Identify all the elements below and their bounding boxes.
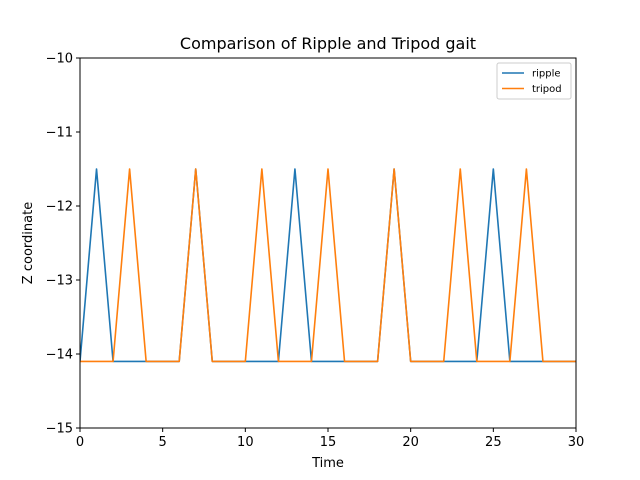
chart-title: Comparison of Ripple and Tripod gait <box>180 34 476 53</box>
legend-box <box>496 62 572 100</box>
y-tick-label: −11 <box>46 126 73 141</box>
x-tick-label: 30 <box>568 435 585 450</box>
x-tick-label: 20 <box>402 435 419 450</box>
x-tick-label: 0 <box>76 435 84 450</box>
y-tick-label: −13 <box>46 274 73 289</box>
legend-label-tripod: tripod <box>532 84 562 95</box>
x-tick-label: 25 <box>485 435 502 450</box>
x-axis-label: Time <box>311 456 344 471</box>
y-axis-label: Z coordinate <box>21 202 36 284</box>
y-tick-label: −10 <box>46 52 73 67</box>
legend-label-ripple: ripple <box>532 69 561 80</box>
x-tick-label: 15 <box>320 435 337 450</box>
x-tick-label: 10 <box>237 435 254 450</box>
series-line-tripod <box>80 168 576 363</box>
y-tick-label: −12 <box>46 200 73 215</box>
x-tick-label: 5 <box>159 435 167 450</box>
y-tick-label: −14 <box>46 348 73 363</box>
y-tick-label: −15 <box>46 422 73 437</box>
legend: ripple tripod <box>496 62 572 100</box>
